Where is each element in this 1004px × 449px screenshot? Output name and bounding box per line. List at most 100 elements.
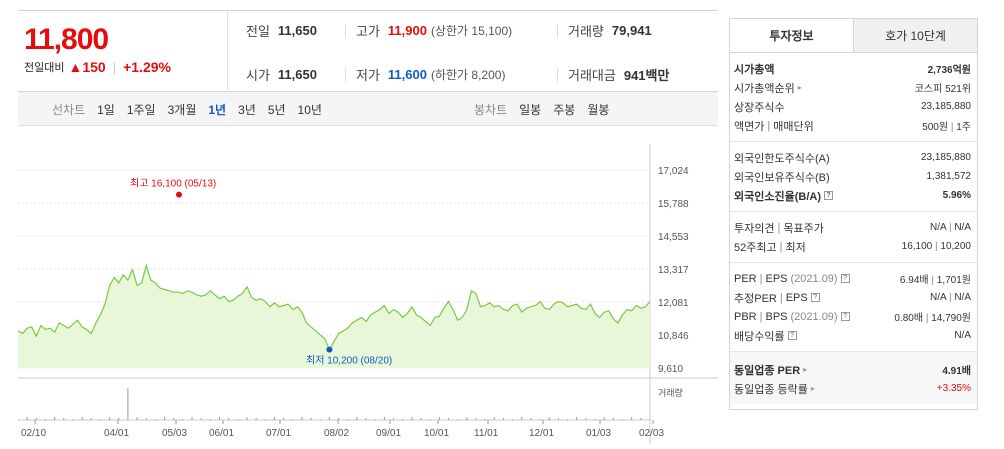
opinion-section: 투자의견 | 목표주가 N/A | N/A 52주최고 | 최저 16,100 | 10… bbox=[730, 212, 977, 263]
amount-value: 941백만 bbox=[623, 68, 670, 83]
tab-period-5[interactable]: 5년 bbox=[267, 103, 286, 117]
eps-value: 1,701원 bbox=[936, 275, 971, 286]
bps-value: 14,790원 bbox=[931, 313, 971, 324]
tab-candle-1[interactable]: 주봉 bbox=[553, 103, 576, 117]
tab-candle-2[interactable]: 월봉 bbox=[587, 103, 610, 117]
volume-label: 거래량 bbox=[568, 24, 604, 39]
market-cap-row: 시가총액 2,736억원 bbox=[734, 59, 971, 78]
sector-per-value: 4.91배 bbox=[942, 366, 971, 377]
divider: | bbox=[767, 119, 771, 132]
help-icon[interactable]: ? bbox=[840, 274, 850, 283]
y-tick-label: 9,610 bbox=[658, 364, 683, 375]
help-icon[interactable]: ? bbox=[840, 312, 850, 321]
help-icon[interactable]: ? bbox=[824, 191, 833, 200]
sector-change-text: 동일업종 등락률 bbox=[734, 383, 808, 396]
sector-change-label[interactable]: 동일업종 등락률 ▸ bbox=[734, 381, 815, 397]
high-label: 고가 bbox=[356, 24, 380, 39]
valuation-section: PER | EPS (2021.09)? 6.94배 | 1,701원 추정PER | E… bbox=[730, 263, 977, 352]
divider: | bbox=[950, 122, 954, 133]
foreign-limit-row: 외국인한도주식수(A) 23,185,880 bbox=[734, 148, 971, 167]
divider bbox=[557, 24, 558, 38]
max-point bbox=[176, 191, 182, 198]
est-per-text: 추정PER bbox=[734, 292, 777, 305]
par-label: 액면가 bbox=[734, 120, 765, 133]
opinion-text: 투자의견 bbox=[734, 222, 775, 235]
opinion-value-2: N/A bbox=[954, 222, 971, 233]
arrow-right-icon: ▸ bbox=[810, 384, 815, 393]
foreign-ratio-text: 외국인소진율(B/A) bbox=[734, 190, 821, 203]
x-tick-label: 01/03 bbox=[586, 428, 611, 439]
tab-period-6[interactable]: 10년 bbox=[297, 103, 322, 117]
tab-period-2[interactable]: 3개월 bbox=[167, 103, 197, 117]
divider: | bbox=[779, 240, 783, 253]
high-value: 11,900 bbox=[387, 23, 427, 38]
y-tick-label: 12,081 bbox=[658, 298, 689, 309]
est-per-eps-row: 추정PER | EPS? N/A | N/A bbox=[734, 288, 971, 307]
market-cap-rank-value: 코스피 521위 bbox=[914, 84, 971, 95]
divider: | bbox=[759, 272, 763, 285]
foreign-held-row: 외국인보유주식수(B) 1,381,572 bbox=[734, 167, 971, 186]
per-eps-row: PER | EPS (2021.09)? 6.94배 | 1,701원 bbox=[734, 269, 971, 288]
tab-period-4[interactable]: 3년 bbox=[238, 103, 256, 117]
par-unit-row: 액면가 | 매매단위 500원 | 1주 bbox=[734, 116, 971, 135]
change-value: 150 bbox=[82, 59, 106, 75]
divider: | bbox=[925, 313, 929, 324]
y-tick-label: 13,317 bbox=[658, 265, 689, 276]
price-line bbox=[17, 263, 651, 351]
week52-high-value: 16,100 bbox=[901, 241, 933, 252]
pbr-date: (2021.09) bbox=[790, 310, 838, 323]
quote-header: 11,800 전일대비 ▲ 150 | +1.29% 전일 11,650 고가 … bbox=[18, 10, 718, 92]
week52-row: 52주최고 | 최저 16,100 | 10,200 bbox=[734, 237, 971, 256]
shares-row: 상장주식수 23,185,880 bbox=[734, 97, 971, 116]
sector-per-row: 동일업종 PER ▸ 4.91배 bbox=[734, 360, 971, 379]
price-area bbox=[18, 265, 650, 368]
unit-label: 매매단위 bbox=[773, 120, 814, 133]
x-tick-label: 02/10 bbox=[21, 428, 46, 439]
volume-label: 거래량 bbox=[658, 387, 683, 398]
open-label: 시가 bbox=[246, 68, 270, 83]
x-tick-label: 06/01 bbox=[209, 428, 234, 439]
market-cap-rank-text: 시가총액순위 bbox=[734, 82, 795, 95]
sector-per-label[interactable]: 동일업종 PER ▸ bbox=[734, 362, 807, 378]
info-tabs: 투자정보 호가 10단계 bbox=[730, 19, 977, 53]
est-eps-value: N/A bbox=[954, 292, 971, 303]
divider: | bbox=[948, 292, 952, 303]
divider: | bbox=[777, 221, 781, 234]
opinion-row: 투자의견 | 목표주가 N/A | N/A bbox=[734, 218, 971, 237]
help-icon[interactable]: ? bbox=[787, 331, 797, 340]
tab-period-1[interactable]: 1주일 bbox=[126, 103, 156, 117]
foreign-section: 외국인한도주식수(A) 23,185,880 외국인보유주식수(B) 1,381… bbox=[730, 142, 977, 212]
y-tick-label: 10,846 bbox=[658, 331, 689, 342]
x-tick-label: 12/01 bbox=[529, 428, 554, 439]
tab-period-3[interactable]: 1년 bbox=[208, 103, 227, 117]
pbr-value: 0.80배 bbox=[894, 313, 924, 324]
tab-order-book[interactable]: 호가 10단계 bbox=[853, 19, 977, 52]
help-icon[interactable]: ? bbox=[810, 293, 820, 302]
market-cap-rank-row: 시가총액순위 ▸ 코스피 521위 bbox=[734, 78, 971, 97]
foreign-limit-value: 23,185,880 bbox=[920, 152, 971, 163]
divider: | bbox=[935, 241, 938, 252]
foreign-ratio-row: 외국인소진율(B/A)? 5.96% bbox=[734, 186, 971, 205]
tab-candle-0[interactable]: 일봉 bbox=[519, 103, 542, 117]
divider bbox=[557, 68, 558, 82]
divider: | bbox=[779, 291, 783, 304]
volume-value: 79,941 bbox=[611, 23, 652, 38]
pbr-bps-value: 0.80배 | 14,790원 bbox=[894, 309, 971, 324]
prev-close-label: 전일 bbox=[246, 24, 270, 39]
week52-high-text: 52주최고 bbox=[734, 241, 777, 254]
arrow-right-icon: ▸ bbox=[797, 83, 802, 92]
market-cap-rank-label[interactable]: 시가총액순위 ▸ bbox=[734, 80, 802, 96]
foreign-ratio-label: 외국인소진율(B/A)? bbox=[734, 188, 833, 204]
tab-period-0[interactable]: 1일 bbox=[97, 103, 115, 117]
y-tick-label: 15,788 bbox=[658, 199, 689, 210]
divider: | bbox=[112, 59, 117, 75]
per-value: 6.94배 bbox=[899, 275, 929, 286]
tab-investment-info[interactable]: 투자정보 bbox=[769, 29, 814, 43]
trade-amount: 거래대금 941백만 bbox=[568, 65, 669, 84]
par-unit-value: 500원 | 1주 bbox=[922, 118, 971, 133]
pbr-text: PBR bbox=[734, 310, 757, 323]
dividend-value: N/A bbox=[954, 330, 971, 341]
market-cap-value: 2,736억원 bbox=[927, 65, 971, 76]
par-value: 500원 bbox=[922, 122, 949, 133]
upper-limit: (상한가 15,100) bbox=[430, 24, 513, 38]
